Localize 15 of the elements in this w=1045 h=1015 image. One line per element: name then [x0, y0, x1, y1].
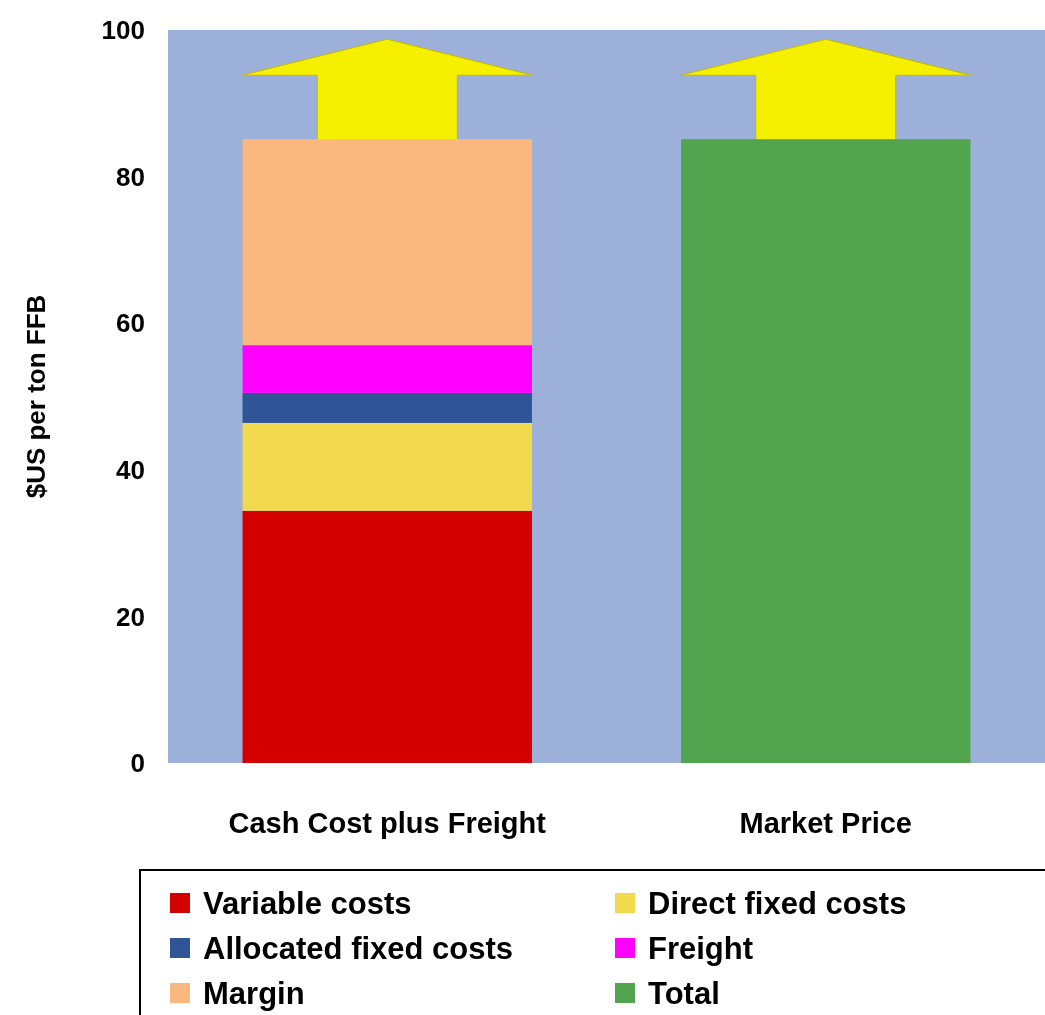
y-tick-label: 100: [101, 15, 145, 46]
legend-label: Margin: [203, 975, 305, 1011]
y-tick-label: 20: [116, 601, 145, 632]
legend-label: Total: [648, 975, 720, 1011]
legend-label: Allocated fixed costs: [203, 930, 514, 966]
legend-label: Freight: [648, 930, 754, 966]
y-tick-label: 80: [116, 161, 145, 192]
legend-label: Variable costs: [203, 885, 412, 921]
x-tick-label: Market Price: [739, 807, 912, 839]
y-axis-title: $US per ton FFB: [21, 294, 51, 499]
y-tick-label: 40: [116, 454, 145, 485]
y-tick-label: 60: [116, 308, 145, 339]
y-tick-label: 0: [130, 748, 145, 779]
x-tick-label: Cash Cost plus Freight: [228, 807, 547, 839]
legend-label: Direct fixed costs: [648, 885, 907, 921]
